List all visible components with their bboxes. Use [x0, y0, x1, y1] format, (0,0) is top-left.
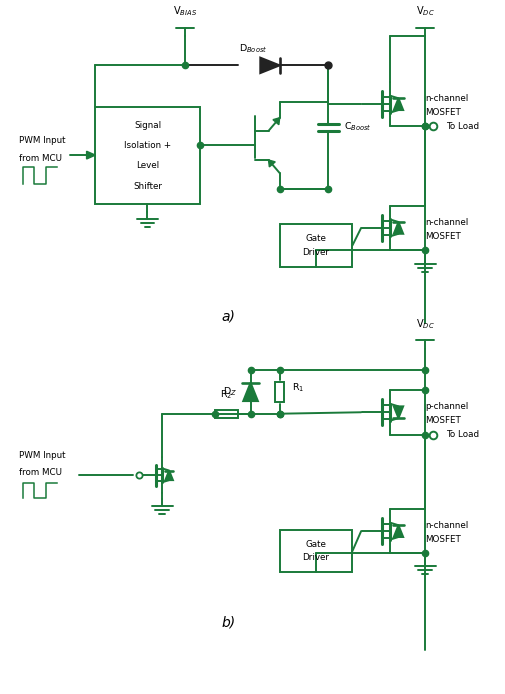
- Text: Driver: Driver: [302, 553, 329, 562]
- Text: MOSFET: MOSFET: [424, 232, 460, 241]
- Text: p-channel: p-channel: [424, 402, 468, 411]
- Polygon shape: [243, 382, 258, 401]
- Text: MOSFET: MOSFET: [424, 416, 460, 425]
- Text: a): a): [221, 310, 235, 323]
- Polygon shape: [393, 99, 402, 110]
- Text: Driver: Driver: [302, 248, 329, 257]
- Text: To Load: To Load: [445, 122, 478, 131]
- Text: b): b): [221, 616, 235, 629]
- Text: R$_2$: R$_2$: [220, 388, 232, 400]
- Text: D$_{Boost}$: D$_{Boost}$: [238, 42, 267, 55]
- Text: PWM Input: PWM Input: [19, 136, 66, 145]
- Text: Shifter: Shifter: [133, 182, 162, 191]
- Text: Gate: Gate: [305, 234, 326, 243]
- Polygon shape: [165, 471, 173, 480]
- Text: V$_{DC}$: V$_{DC}$: [415, 4, 434, 18]
- Bar: [95, 107, 199, 203]
- Text: V$_{DC}$: V$_{DC}$: [415, 317, 434, 331]
- Text: MOSFET: MOSFET: [424, 108, 460, 117]
- Text: Gate: Gate: [305, 540, 326, 549]
- Bar: [214, 410, 237, 418]
- Text: from MCU: from MCU: [19, 154, 62, 163]
- Text: n-channel: n-channel: [424, 218, 468, 226]
- Polygon shape: [393, 525, 402, 537]
- Text: Signal: Signal: [134, 121, 161, 130]
- Text: D$_Z$: D$_Z$: [223, 386, 236, 398]
- Text: R$_1$: R$_1$: [291, 382, 304, 394]
- Polygon shape: [393, 407, 402, 418]
- Text: n-channel: n-channel: [424, 520, 468, 530]
- Text: n-channel: n-channel: [424, 94, 468, 103]
- Text: Level: Level: [136, 161, 159, 170]
- Text: Isolation +: Isolation +: [124, 141, 171, 150]
- Bar: [279, 224, 352, 266]
- Text: To Load: To Load: [445, 430, 478, 439]
- Text: MOSFET: MOSFET: [424, 535, 460, 544]
- Polygon shape: [393, 222, 402, 234]
- Text: V$_{BIAS}$: V$_{BIAS}$: [173, 4, 197, 18]
- Bar: [275, 382, 283, 402]
- Polygon shape: [260, 58, 279, 73]
- Polygon shape: [272, 118, 279, 125]
- Text: from MCU: from MCU: [19, 468, 62, 477]
- Polygon shape: [86, 151, 95, 159]
- Bar: [279, 530, 352, 573]
- Text: PWM Input: PWM Input: [19, 451, 66, 460]
- Text: C$_{Boost}$: C$_{Boost}$: [343, 121, 371, 133]
- Polygon shape: [268, 160, 275, 167]
